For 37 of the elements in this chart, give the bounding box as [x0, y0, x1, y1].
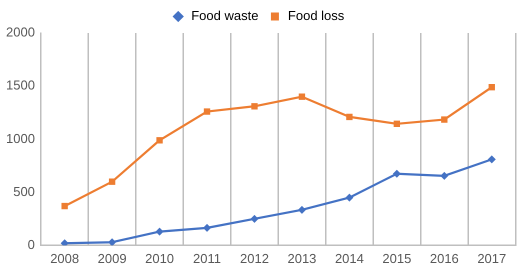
y-tick-label: 0	[28, 236, 35, 252]
y-tick-label: 1000	[6, 130, 35, 146]
x-tick-label: 2017	[477, 250, 506, 266]
x-tick-label: 2014	[334, 250, 364, 266]
x-tick-label: 2016	[430, 250, 459, 266]
point	[156, 137, 163, 144]
point	[488, 84, 495, 90]
point	[250, 214, 258, 223]
point	[60, 239, 69, 246]
y-tick-label: 1500	[6, 78, 35, 93]
point	[298, 94, 306, 100]
point	[204, 108, 210, 115]
legend-label: Food waste	[191, 8, 258, 24]
point	[345, 194, 354, 202]
x-tick-label: 2009	[98, 250, 127, 266]
point	[488, 155, 496, 164]
x-tick-label: 2010	[145, 250, 174, 266]
point	[108, 178, 116, 185]
x-tick-label: 2011	[193, 250, 222, 266]
point	[156, 228, 164, 236]
point	[251, 103, 258, 110]
point	[61, 202, 68, 210]
point	[392, 170, 401, 178]
point	[441, 116, 448, 123]
point	[440, 172, 448, 180]
point	[298, 206, 306, 214]
y-tick-label: 500	[13, 184, 35, 199]
x-tick-label: 2015	[382, 250, 412, 266]
x-tick-label: 2013	[287, 250, 316, 266]
point	[203, 224, 212, 232]
x-tick-label: 2008	[50, 250, 80, 266]
y-tick-label: 2000	[6, 24, 35, 40]
legend-label: Food loss	[288, 8, 345, 24]
point	[108, 238, 116, 246]
x-tick-label: 2012	[240, 250, 269, 266]
point	[346, 114, 353, 120]
point	[394, 120, 400, 127]
